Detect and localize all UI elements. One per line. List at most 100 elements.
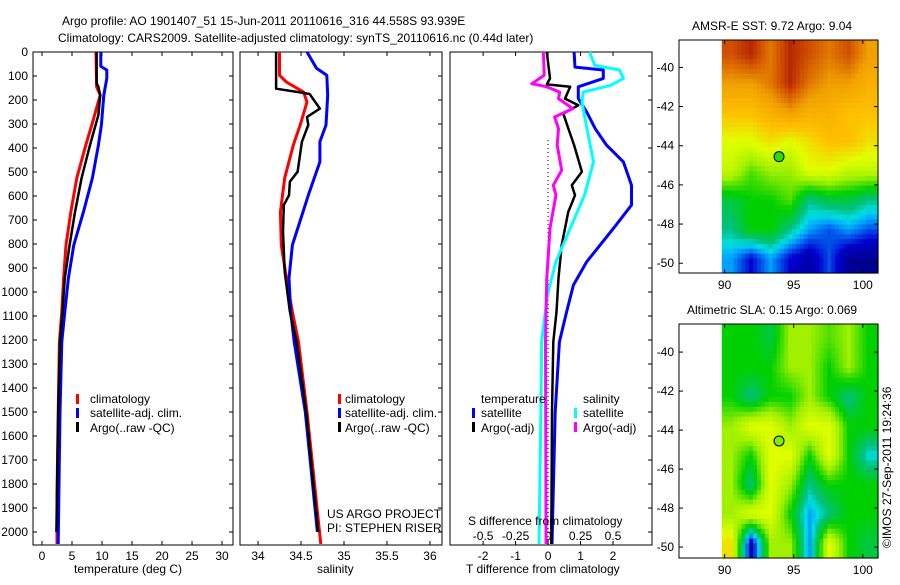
map-cell — [839, 108, 844, 114]
map-cell — [799, 548, 805, 554]
map-cell — [749, 141, 754, 148]
map-cell — [854, 553, 860, 559]
map-cell — [741, 156, 746, 162]
map-cell — [858, 523, 863, 530]
map-cell — [796, 59, 801, 65]
map-cell — [768, 209, 774, 216]
map-cell — [784, 234, 789, 240]
map-cell — [721, 553, 727, 559]
map-cell — [745, 146, 750, 153]
y-tick-label: 1000 — [1, 285, 28, 299]
map-cell — [839, 416, 844, 423]
map-cell — [858, 151, 863, 158]
map-cell — [846, 382, 852, 388]
map-cell — [772, 103, 778, 109]
series-line-climatology — [278, 52, 323, 545]
map-cell — [757, 78, 762, 85]
map-cell — [819, 333, 824, 340]
map-cell — [788, 402, 793, 408]
map-cell — [764, 367, 770, 374]
map-cell — [792, 229, 797, 235]
map-cell — [799, 421, 805, 427]
difference-panel: -2 -1 0 1 2-0.5 -0.25 0 0.25 0.5 — [449, 51, 653, 563]
map-cell — [725, 161, 731, 167]
map-cell — [846, 141, 852, 148]
map-cell — [799, 248, 805, 255]
map-cell — [753, 132, 758, 138]
map-cell — [858, 49, 863, 56]
map-cell — [811, 450, 817, 457]
map-cell — [839, 372, 844, 379]
map-cell — [737, 392, 742, 398]
map-cell — [803, 553, 809, 559]
map-cell — [733, 180, 739, 187]
map-cell — [823, 171, 828, 177]
map-cell — [803, 358, 809, 364]
map-cell — [831, 499, 836, 505]
map-cell — [760, 470, 766, 476]
map-cell — [772, 406, 778, 413]
map-cell — [858, 98, 863, 104]
map-cell — [803, 431, 809, 437]
map-cell — [792, 455, 797, 462]
map-cell — [870, 117, 875, 124]
map-cell — [811, 367, 817, 374]
map-cell — [854, 137, 860, 143]
map-cell — [741, 161, 746, 167]
map-cell — [858, 74, 863, 80]
map-cell — [768, 441, 774, 447]
map-cell — [866, 499, 871, 505]
map-cell — [819, 402, 824, 408]
map-cell — [729, 441, 735, 447]
map-cell — [780, 161, 785, 167]
map-cell — [839, 166, 844, 172]
map-cell — [788, 40, 793, 46]
map-cell — [772, 402, 778, 408]
map-cell — [862, 528, 867, 535]
map-cell — [811, 372, 817, 379]
map-cell — [721, 484, 727, 491]
map-cell — [776, 239, 781, 245]
map-cell — [842, 411, 848, 418]
map-cell — [803, 141, 809, 148]
map-cell — [846, 484, 852, 491]
map-cell — [780, 209, 785, 216]
map-cell — [850, 103, 856, 109]
map-cell — [749, 523, 754, 530]
map-cell — [870, 108, 875, 114]
map-cell — [764, 489, 770, 496]
map-cell — [854, 445, 860, 452]
s-diff-tick-label: -0.25 — [502, 529, 530, 543]
map-cell — [772, 348, 778, 354]
map-cell — [854, 88, 860, 94]
map-cell — [831, 185, 836, 192]
map-cell — [874, 406, 879, 413]
map-cell — [796, 402, 801, 408]
map-cell — [757, 83, 762, 90]
map-cell — [772, 205, 778, 211]
map-cell — [870, 205, 875, 211]
map-cell — [733, 74, 739, 80]
map-cell — [858, 180, 863, 187]
map-cell — [749, 108, 754, 114]
map-cell — [850, 151, 856, 158]
map-cell — [823, 219, 828, 226]
map-cell — [815, 367, 820, 374]
map-cell — [807, 224, 813, 230]
map-cell — [807, 263, 813, 269]
map-cell — [866, 519, 871, 525]
map-cell — [757, 49, 762, 56]
map-cell — [862, 117, 867, 124]
map-cell — [725, 338, 731, 345]
map-cell — [729, 49, 735, 56]
map-cell — [792, 185, 797, 192]
map-cell — [729, 499, 735, 505]
map-cell — [835, 397, 840, 403]
map-cell — [811, 509, 817, 515]
map-cell — [799, 528, 805, 535]
map-cell — [788, 372, 793, 379]
map-cell — [745, 253, 750, 260]
map-cell — [764, 470, 770, 476]
map-cell — [866, 195, 871, 201]
map-cell — [737, 253, 742, 260]
